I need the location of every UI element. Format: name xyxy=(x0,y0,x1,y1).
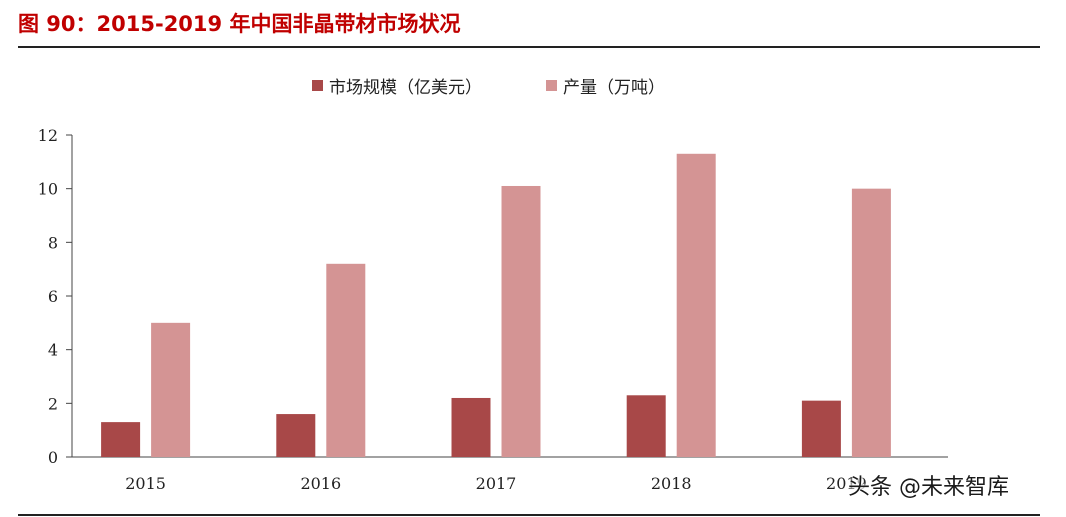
bar-market-size xyxy=(276,414,316,457)
watermark: 头条 @未来智库 xyxy=(848,475,1009,500)
bar-output xyxy=(151,322,191,457)
y-tick-label: 8 xyxy=(48,233,58,252)
legend-swatch-2 xyxy=(546,80,557,91)
x-tick-label: 2015 xyxy=(125,474,166,493)
legend-label-2: 产量（万吨） xyxy=(563,78,665,98)
x-tick-label: 2017 xyxy=(476,474,517,493)
bar-output xyxy=(326,263,366,457)
x-tick-label: 2016 xyxy=(300,474,341,493)
x-tick-label: 2018 xyxy=(651,474,692,493)
y-axis: 0 2 4 6 8 10 12 xyxy=(38,126,73,467)
bottom-rule xyxy=(18,514,1040,516)
bar-output xyxy=(851,188,891,457)
legend-swatch-1 xyxy=(312,80,323,91)
bar-market-size xyxy=(451,397,491,457)
bar-market-size xyxy=(101,422,141,457)
x-axis: 2015 2016 2017 2018 2019 xyxy=(72,456,948,493)
bar-market-size xyxy=(801,400,841,457)
bar-output xyxy=(676,153,716,458)
bars xyxy=(101,153,891,458)
top-rule xyxy=(18,46,1040,48)
y-tick-label: 4 xyxy=(48,341,58,360)
y-tick-label: 12 xyxy=(38,126,58,145)
legend: 市场规模（亿美元） 产量（万吨） xyxy=(312,78,665,98)
y-tick-label: 0 xyxy=(48,448,58,467)
y-tick-label: 6 xyxy=(48,287,58,306)
x-tick-label: 2019 xyxy=(826,474,867,493)
y-tick-label: 10 xyxy=(38,180,58,199)
legend-label-1: 市场规模（亿美元） xyxy=(329,78,482,98)
bar-market-size xyxy=(626,395,666,457)
figure-title: 图 90：2015-2019 年中国非晶带材市场状况 xyxy=(18,12,461,36)
bar-output xyxy=(501,185,541,457)
y-tick-label: 2 xyxy=(48,394,58,413)
